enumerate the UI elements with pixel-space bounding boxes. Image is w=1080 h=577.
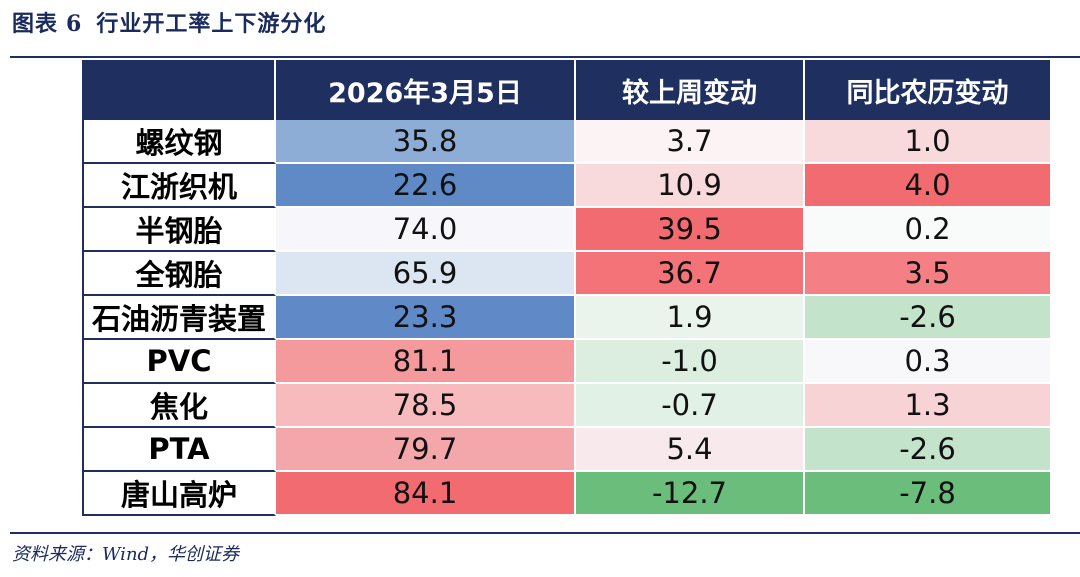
wow-change-cell: 36.7 xyxy=(576,252,805,296)
value-cell: 65.9 xyxy=(276,252,576,296)
table-row: 螺纹钢 35.8 3.7 1.0 xyxy=(82,120,1052,164)
figure-title-text: 行业开工率上下游分化 xyxy=(96,11,327,37)
yoy-change-cell: 3.5 xyxy=(805,252,1052,296)
value-cell: 35.8 xyxy=(276,120,576,164)
top-rule xyxy=(10,56,1080,58)
value-cell: 81.1 xyxy=(276,340,576,384)
table-row: 半钢胎 74.0 39.5 0.2 xyxy=(82,208,1052,252)
table-body: 螺纹钢 35.8 3.7 1.0 江浙织机 22.6 10.9 4.0 半钢胎 74.0 39.5 0… xyxy=(82,120,1052,516)
row-label: 半钢胎 xyxy=(82,208,276,252)
wow-change-cell: -1.0 xyxy=(576,340,805,384)
figure-label: 图表 xyxy=(12,11,59,37)
wow-change-cell: -12.7 xyxy=(576,472,805,516)
table-row: PVC 81.1 -1.0 0.3 xyxy=(82,340,1052,384)
value-cell: 23.3 xyxy=(276,296,576,340)
header-cell-date: 2026年3月5日 xyxy=(276,60,576,120)
table-row: 唐山高炉 84.1 -12.7 -7.8 xyxy=(82,472,1052,516)
row-label: 螺纹钢 xyxy=(82,120,276,164)
utilization-table: 2026年3月5日 较上周变动 同比农历变动 螺纹钢 35.8 3.7 1.0 江浙织机… xyxy=(82,60,1052,516)
row-label: 全钢胎 xyxy=(82,252,276,296)
table-row: 全钢胎 65.9 36.7 3.5 xyxy=(82,252,1052,296)
figure-number: 6 xyxy=(66,11,83,37)
table-row: 焦化 78.5 -0.7 1.3 xyxy=(82,384,1052,428)
wow-change-cell: -0.7 xyxy=(576,384,805,428)
wow-change-cell: 5.4 xyxy=(576,428,805,472)
source-note: 资料来源：Wind，华创证券 xyxy=(12,544,240,565)
yoy-change-cell: 1.0 xyxy=(805,120,1052,164)
table-row: 江浙织机 22.6 10.9 4.0 xyxy=(82,164,1052,208)
header-cell-wow: 较上周变动 xyxy=(576,60,805,120)
value-cell: 74.0 xyxy=(276,208,576,252)
yoy-change-cell: -2.6 xyxy=(805,428,1052,472)
wow-change-cell: 39.5 xyxy=(576,208,805,252)
yoy-change-cell: 4.0 xyxy=(805,164,1052,208)
yoy-change-cell: 0.2 xyxy=(805,208,1052,252)
figure-title: 图表 6 行业开工率上下游分化 xyxy=(12,6,326,38)
value-cell: 79.7 xyxy=(276,428,576,472)
yoy-change-cell: 1.3 xyxy=(805,384,1052,428)
row-label: 石油沥青装置 xyxy=(82,296,276,340)
wow-change-cell: 10.9 xyxy=(576,164,805,208)
yoy-change-cell: -7.8 xyxy=(805,472,1052,516)
table-row: 石油沥青装置 23.3 1.9 -2.6 xyxy=(82,296,1052,340)
yoy-change-cell: 0.3 xyxy=(805,340,1052,384)
row-label: PTA xyxy=(82,428,276,472)
header-cell-blank xyxy=(82,60,276,120)
table-row: PTA 79.7 5.4 -2.6 xyxy=(82,428,1052,472)
wow-change-cell: 1.9 xyxy=(576,296,805,340)
row-label: PVC xyxy=(82,340,276,384)
header-row: 2026年3月5日 较上周变动 同比农历变动 xyxy=(82,60,1052,120)
value-cell: 22.6 xyxy=(276,164,576,208)
row-label: 江浙织机 xyxy=(82,164,276,208)
value-cell: 78.5 xyxy=(276,384,576,428)
yoy-change-cell: -2.6 xyxy=(805,296,1052,340)
row-label: 唐山高炉 xyxy=(82,472,276,516)
bottom-rule xyxy=(10,532,1080,534)
value-cell: 84.1 xyxy=(276,472,576,516)
row-label: 焦化 xyxy=(82,384,276,428)
wow-change-cell: 3.7 xyxy=(576,120,805,164)
header-cell-yoy: 同比农历变动 xyxy=(805,60,1052,120)
